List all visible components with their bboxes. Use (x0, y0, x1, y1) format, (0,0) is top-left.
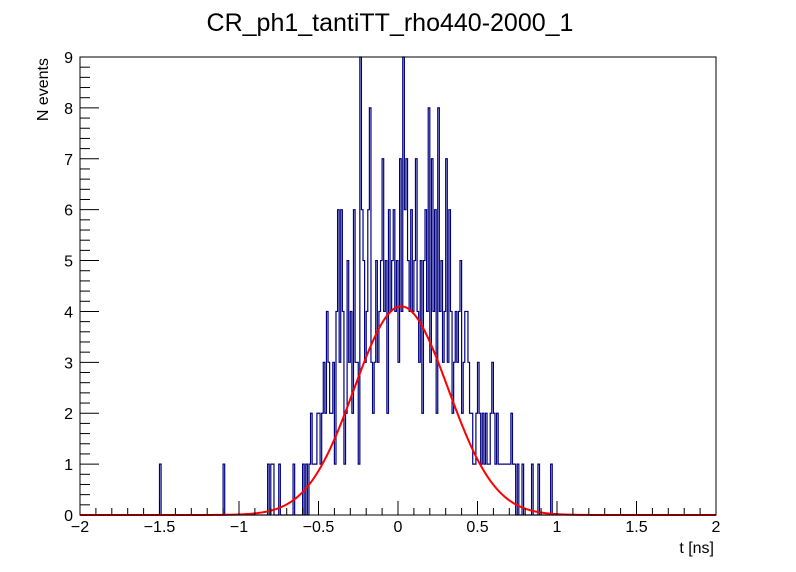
x-tick-label: 1 (553, 519, 562, 536)
x-tick-label: −1 (230, 519, 248, 536)
x-tick-label: −1.5 (144, 519, 176, 536)
x-tick-label: −2 (71, 519, 89, 536)
y-tick-label: 8 (64, 101, 73, 118)
x-tick-label: 2 (712, 519, 721, 536)
y-axis-title: N events (35, 58, 52, 121)
y-tick-label: 3 (64, 355, 73, 372)
y-tick-label: 9 (64, 50, 73, 67)
y-tick-label: 2 (64, 406, 73, 423)
axis-layer: −2 −1.5 −1 −0.5 0 0.5 1 1.5 2 0 1 2 3 4 5 6 7 8 9 (64, 50, 720, 536)
x-axis-title: t [ns] (679, 540, 714, 557)
y-tick-label: 7 (64, 152, 73, 169)
x-tick-label: 0.5 (466, 519, 488, 536)
y-tick-label: 0 (64, 508, 73, 525)
y-tick-label: 5 (64, 254, 73, 271)
chart-title: CR_ph1_tantiTT_rho440-2000_1 (207, 9, 574, 37)
x-tick-label: 0 (394, 519, 403, 536)
x-tick-label: 1.5 (625, 519, 647, 536)
plot-frame (79, 56, 717, 516)
y-tick-label: 4 (64, 304, 73, 321)
y-tick-label: 6 (64, 203, 73, 220)
x-tick-label: −0.5 (303, 519, 335, 536)
y-tick-label: 1 (64, 457, 73, 474)
